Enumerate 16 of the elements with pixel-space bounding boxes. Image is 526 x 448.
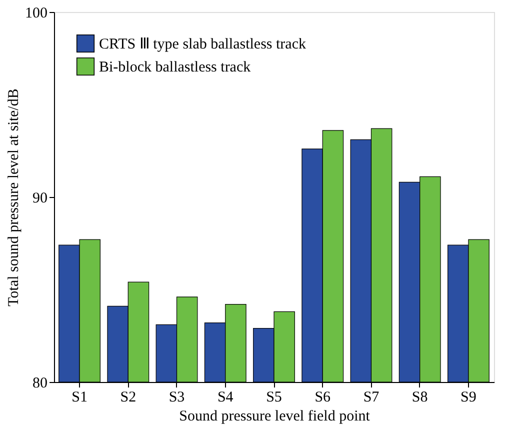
legend-label: CRTS Ⅲ type slab ballastless track <box>99 36 306 52</box>
x-tick-label: S2 <box>120 390 136 406</box>
x-tick-label: S9 <box>460 390 476 406</box>
y-tick-label: 100 <box>25 6 48 22</box>
x-tick-label: S6 <box>314 390 332 406</box>
y-tick-label: 90 <box>32 190 48 206</box>
y-axis-title: Total sound pressure level at site/dB <box>6 88 22 306</box>
x-tick-label: S1 <box>72 390 88 406</box>
x-tick-label: S3 <box>168 390 185 406</box>
x-tick-label: S7 <box>363 390 380 406</box>
legend-label: Bi-block ballastless track <box>99 60 252 76</box>
x-axis-title: Sound pressure level field point <box>179 408 371 424</box>
x-tick-label: S5 <box>266 390 282 406</box>
x-tick-label: S8 <box>412 390 428 406</box>
x-tick-label: S4 <box>217 390 234 406</box>
y-tick-label: 80 <box>32 376 48 392</box>
